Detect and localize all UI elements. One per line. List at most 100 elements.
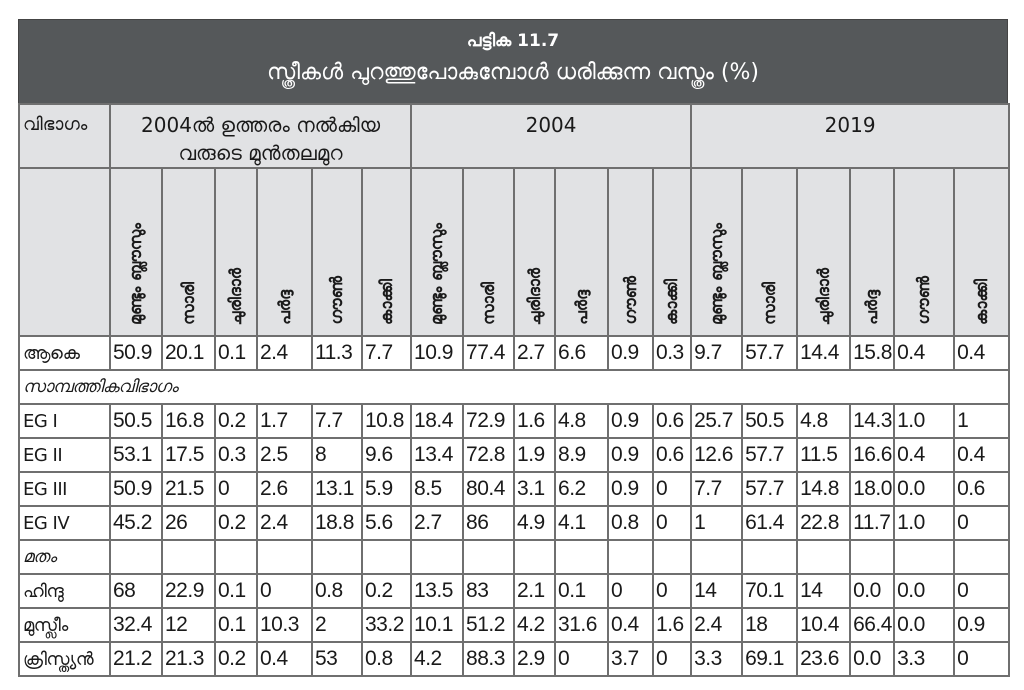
value-cell: 0.8 — [311, 573, 363, 609]
column-header-dress-gown: ഗൗൺ — [311, 167, 363, 337]
value-cell: 12 — [161, 607, 216, 643]
value-cell: 0 — [652, 505, 693, 541]
group-header-2004: 2004 — [410, 103, 693, 169]
empty-cell — [849, 539, 896, 575]
column-header-label: ഗൗൺ — [620, 276, 640, 325]
value-cell: 0.3 — [214, 437, 258, 473]
value-cell: 1.6 — [513, 403, 557, 439]
value-cell: 69.1 — [741, 641, 799, 677]
column-header-label: കാക്കി — [662, 279, 682, 325]
empty-cell — [607, 539, 655, 575]
value-cell: 0.6 — [652, 403, 693, 439]
column-header-label: ചുരിദാർ — [226, 267, 245, 325]
value-cell: 0.9 — [607, 471, 655, 507]
value-cell: 6.6 — [554, 335, 610, 371]
value-cell: 8.5 — [410, 471, 465, 507]
value-cell: 0.8 — [607, 505, 655, 541]
value-cell: 0.4 — [893, 437, 956, 473]
value-cell: 0.3 — [652, 335, 693, 371]
value-cell: 17.5 — [161, 437, 216, 473]
value-cell: 12.6 — [690, 437, 744, 473]
column-header-label: ഗൗൺ — [914, 276, 934, 325]
value-cell: 50.5 — [741, 403, 799, 439]
value-cell: 50.9 — [109, 335, 163, 371]
table-number: പട്ടിക 11.7 — [466, 31, 560, 51]
value-cell: 21.5 — [161, 471, 216, 507]
value-cell: 0.2 — [214, 641, 258, 677]
empty-cell — [796, 539, 852, 575]
table-container: പട്ടിക 11.7 സ്ത്രീകൾ പുറത്തുപോകുമ്പോൾ ധര… — [17, 19, 1011, 677]
value-cell: 1 — [690, 505, 744, 541]
value-cell: 3.1 — [513, 471, 557, 507]
value-cell: 0 — [652, 641, 693, 677]
value-cell: 16.6 — [849, 437, 896, 473]
value-cell: 15.8 — [849, 335, 896, 371]
column-header-dress-gown: ഗൗൺ — [893, 167, 956, 337]
column-header-dress-churidar: ചുരിദാർ — [796, 167, 852, 337]
value-cell: 8 — [311, 437, 363, 473]
section-row: സാമ്പത്തികവിഭാഗം — [17, 369, 1011, 405]
column-header-label: മുണ്ടും ബ്ലൗസും — [706, 222, 726, 325]
table-row-eg1: EG I 50.5 16.8 0.2 1.7 7.7 10.8 18.4 72.9 1.6 4.8 0… — [18, 403, 1011, 439]
value-cell: 4.9 — [513, 505, 557, 541]
value-cell: 7.7 — [690, 471, 744, 507]
column-header-dress-pardah: പർദ്ദ — [554, 167, 610, 337]
column-header-label: ചുരിദാർ — [524, 267, 544, 325]
value-cell: 14 — [690, 573, 744, 609]
row-label: EG III — [18, 471, 111, 507]
table-row-eg2: EG II 53.1 17.5 0.3 2.5 8 9.6 13.4 72.8 1.9 8.9 0.9… — [18, 437, 1011, 473]
empty-cell — [554, 539, 610, 575]
value-cell: 0 — [607, 573, 655, 609]
value-cell: 31.6 — [554, 607, 610, 643]
value-cell: 0 — [214, 471, 258, 507]
value-cell: 57.7 — [741, 437, 799, 473]
value-cell: 13.5 — [410, 573, 465, 609]
empty-cell — [462, 539, 516, 575]
table-row-total: ആകെ 50.9 20.1 0.1 2.4 11.3 7.7 10.9 77.4 2.7 6.6 0.… — [18, 335, 1011, 371]
value-cell: 0.0 — [849, 573, 896, 609]
value-cell: 5.6 — [360, 505, 413, 541]
value-cell: 0.4 — [953, 437, 1011, 473]
value-cell: 50.5 — [109, 403, 163, 439]
empty-cell — [953, 539, 1011, 575]
value-cell: 2.1 — [513, 573, 557, 609]
category-header: വിഭാഗം — [18, 103, 111, 169]
value-cell: 11.7 — [849, 505, 896, 541]
table-body: ആകെ 50.9 20.1 0.1 2.4 11.3 7.7 10.9 77.4 2.7 6.6 0.… — [17, 335, 1011, 677]
value-cell: 0.1 — [214, 573, 258, 609]
column-header-dress-gown: ഗൗൺ — [607, 167, 655, 337]
column-header-label: സാരി — [759, 282, 779, 325]
column-header-label: കാക്കി — [971, 279, 991, 325]
empty-cell — [690, 539, 744, 575]
column-header-label: പർദ്ദ — [274, 290, 294, 325]
value-cell: 4.1 — [554, 505, 610, 541]
value-cell: 8.9 — [554, 437, 610, 473]
value-cell: 0.2 — [214, 505, 258, 541]
value-cell: 7.7 — [360, 335, 413, 371]
column-header-dress-khaki: കാക്കി — [953, 167, 1011, 337]
row-label: EG IV — [18, 505, 111, 541]
table-title-banner: പട്ടിക 11.7 സ്ത്രീകൾ പുറത്തുപോകുമ്പോൾ ധര… — [18, 19, 1008, 103]
value-cell: 0.8 — [360, 641, 413, 677]
value-cell: 88.3 — [462, 641, 516, 677]
row-label: ആകെ — [18, 335, 111, 371]
value-cell: 0.2 — [360, 573, 413, 609]
group-header-2019: 2019 — [690, 103, 1011, 169]
value-cell: 51.2 — [462, 607, 516, 643]
value-cell: 0.9 — [953, 607, 1011, 643]
column-header-dress-mundu-blouse: മുണ്ടും ബ്ലൗസും — [109, 167, 163, 337]
value-cell: 2.7 — [513, 335, 557, 371]
value-cell: 22.9 — [161, 573, 216, 609]
value-cell: 0.4 — [893, 335, 956, 371]
value-cell: 2.4 — [690, 607, 744, 643]
column-header-dress-saree: സാരി — [462, 167, 516, 337]
value-cell: 68 — [109, 573, 163, 609]
column-header-dress-churidar: ചുരിദാർ — [513, 167, 557, 337]
value-cell: 14.3 — [849, 403, 896, 439]
value-cell: 2.6 — [256, 471, 313, 507]
empty-cell — [741, 539, 799, 575]
value-cell: 0.1 — [214, 335, 258, 371]
column-header-label: ഗൗൺ — [327, 276, 346, 325]
value-cell: 18.4 — [410, 403, 465, 439]
value-cell: 0.2 — [214, 403, 258, 439]
